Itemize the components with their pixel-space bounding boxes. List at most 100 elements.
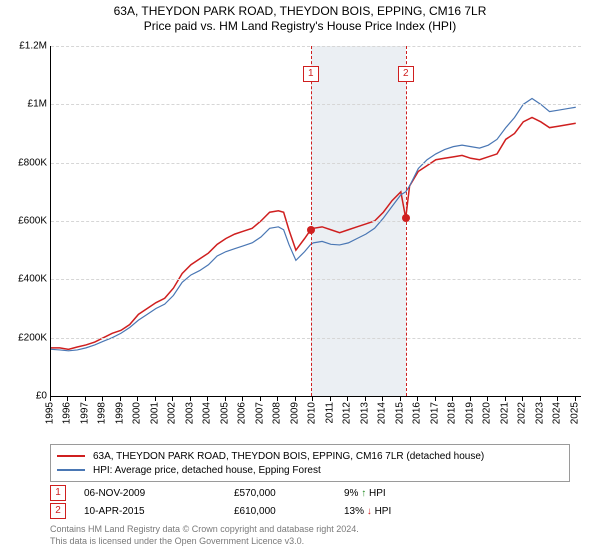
chart-gridline [51,104,581,105]
chart-x-tick [120,396,121,401]
chart-sale-dot [307,226,315,234]
legend-row-property: 63A, THEYDON PARK ROAD, THEYDON BOIS, EP… [57,449,563,463]
chart-x-tick-label: 2012 [342,402,353,424]
chart-legend: 63A, THEYDON PARK ROAD, THEYDON BOIS, EP… [50,444,570,482]
chart-x-tick [172,396,173,401]
chart-x-tick [295,396,296,401]
chart-x-tick [382,396,383,401]
chart-x-tick-label: 2004 [202,402,213,424]
chart-x-tick [242,396,243,401]
chart-x-tick-label: 2005 [219,402,230,424]
chart-x-tick [487,396,488,401]
chart-x-tick-label: 2013 [359,402,370,424]
chart-sale-marker-box: 1 [303,66,319,82]
legend-label-property: 63A, THEYDON PARK ROAD, THEYDON BOIS, EP… [93,451,484,462]
chart-gridline [51,163,581,164]
chart-gridline [51,279,581,280]
chart-x-tick [452,396,453,401]
chart-x-tick [312,396,313,401]
sale-1-date: 06-NOV-2009 [84,488,234,499]
sale-marker-2-icon: 2 [50,503,66,519]
chart-x-tick-label: 2000 [132,402,143,424]
chart-x-tick-label: 2017 [429,402,440,424]
chart-y-tick-label: £0 [36,391,47,402]
chart-plot-area: £0£200K£400K£600K£800K£1M£1.2M12 [50,46,581,397]
chart-x-tick-label: 2014 [377,402,388,424]
chart-y-tick-label: £800K [18,157,47,168]
chart-x-tick-label: 2001 [149,402,160,424]
legend-swatch-property [57,455,85,457]
chart-x-tick-label: 2024 [552,402,563,424]
chart-x-tick-label: 1999 [114,402,125,424]
chart-x-tick-label: 1998 [97,402,108,424]
chart-gridline [51,46,581,47]
chart-x-tick-label: 2002 [167,402,178,424]
chart-sale-marker-box: 2 [398,66,414,82]
chart-x-tick-label: 2003 [184,402,195,424]
sales-row-2: 2 10-APR-2015 £610,000 13% ↓ HPI [50,502,570,520]
chart-x-tick-label: 2010 [307,402,318,424]
sale-marker-1-icon: 1 [50,485,66,501]
sale-2-delta: 13% ↓ HPI [344,506,454,517]
chart-x-tick-label: 2025 [569,402,580,424]
sales-row-1: 1 06-NOV-2009 £570,000 9% ↑ HPI [50,484,570,502]
chart-series-hpi [51,99,576,351]
chart-y-tick-label: £1.2M [19,41,47,52]
chart-x-tick [260,396,261,401]
chart-y-tick-label: £200K [18,332,47,343]
legend-label-hpi: HPI: Average price, detached house, Eppi… [93,465,321,476]
chart-title-main: 63A, THEYDON PARK ROAD, THEYDON BOIS, EP… [0,4,600,18]
chart-x-tick [557,396,558,401]
chart-x-tick [225,396,226,401]
sales-table: 1 06-NOV-2009 £570,000 9% ↑ HPI 2 10-APR… [50,484,570,520]
chart-x-tick-label: 2020 [482,402,493,424]
chart-x-tick [417,396,418,401]
chart-x-tick-label: 2011 [324,402,335,424]
chart-x-tick-label: 2008 [272,402,283,424]
chart-x-tick [400,396,401,401]
chart-x-tick [347,396,348,401]
chart-x-tick-label: 2016 [412,402,423,424]
chart-sale-vline [311,46,312,396]
legend-row-hpi: HPI: Average price, detached house, Eppi… [57,463,563,477]
arrow-up-icon: ↑ [361,488,366,499]
chart-x-tick [540,396,541,401]
chart-sale-dot [402,214,410,222]
chart-y-tick-label: £1M [28,99,47,110]
chart-x-axis: 1995199619971998199920002001200220032004… [50,396,580,446]
chart-x-tick [50,396,51,401]
chart-x-tick-label: 2007 [254,402,265,424]
chart-y-tick-label: £600K [18,216,47,227]
chart-title-sub: Price paid vs. HM Land Registry's House … [0,19,600,33]
chart-series-property [51,117,576,349]
chart-title-block: 63A, THEYDON PARK ROAD, THEYDON BOIS, EP… [0,0,600,33]
chart-x-tick [435,396,436,401]
chart-x-tick [207,396,208,401]
chart-x-tick [505,396,506,401]
chart-x-tick-label: 2018 [447,402,458,424]
chart-x-tick [330,396,331,401]
chart-x-tick [470,396,471,401]
chart-x-tick [365,396,366,401]
chart-x-tick [575,396,576,401]
footer-attribution: Contains HM Land Registry data © Crown c… [50,524,570,547]
chart-x-tick-label: 1996 [62,402,73,424]
chart-x-tick-label: 2006 [237,402,248,424]
chart-x-tick [137,396,138,401]
chart-x-tick [190,396,191,401]
arrow-down-icon: ↓ [367,506,372,517]
chart-x-tick [85,396,86,401]
sale-2-date: 10-APR-2015 [84,506,234,517]
chart-x-tick-label: 2022 [517,402,528,424]
chart-x-tick [155,396,156,401]
chart-x-tick-label: 2009 [289,402,300,424]
chart-gridline [51,221,581,222]
legend-swatch-hpi [57,469,85,471]
footer-line-2: This data is licensed under the Open Gov… [50,536,570,548]
chart-x-tick [102,396,103,401]
chart-x-tick-label: 2021 [499,402,510,424]
chart-x-tick [277,396,278,401]
sale-1-price: £570,000 [234,488,344,499]
chart-x-tick-label: 1997 [79,402,90,424]
footer-line-1: Contains HM Land Registry data © Crown c… [50,524,570,536]
